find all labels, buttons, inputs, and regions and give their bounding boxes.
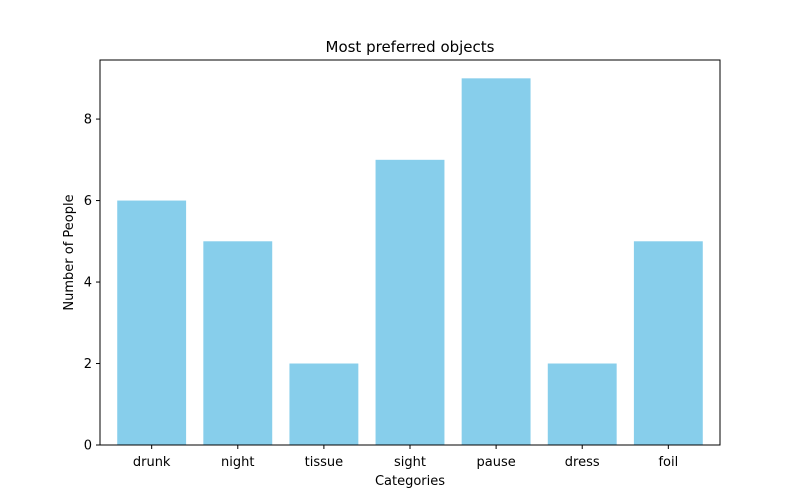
x-tick-label: night: [221, 455, 254, 470]
chart-title: Most preferred objects: [326, 38, 495, 56]
x-tick-label: dress: [565, 455, 600, 470]
bar-foil: [633, 241, 703, 445]
y-tick-label: 6: [84, 194, 92, 209]
bar-drunk: [117, 200, 187, 445]
y-axis-label: Number of People: [62, 194, 77, 310]
y-tick-label: 8: [84, 113, 92, 128]
bar-pause: [461, 78, 531, 445]
x-axis-label: Categories: [375, 474, 445, 489]
bar-sight: [375, 159, 445, 445]
y-tick-label: 4: [84, 276, 92, 291]
x-tick-label: foil: [658, 455, 678, 470]
y-tick-label: 2: [84, 357, 92, 372]
x-tick-label: tissue: [305, 455, 344, 470]
y-tick-label: 0: [84, 439, 92, 454]
x-tick-label: drunk: [133, 455, 171, 470]
bar-night: [203, 241, 273, 445]
x-tick-label: sight: [394, 455, 426, 470]
x-tick-label: pause: [476, 455, 515, 470]
bars-layer: [117, 78, 703, 445]
bar-tissue: [289, 363, 359, 445]
ticks-layer: drunk night tissue sight pause dress foil 0 2 4 6 8: [84, 113, 678, 470]
bar-dress: [547, 363, 617, 445]
